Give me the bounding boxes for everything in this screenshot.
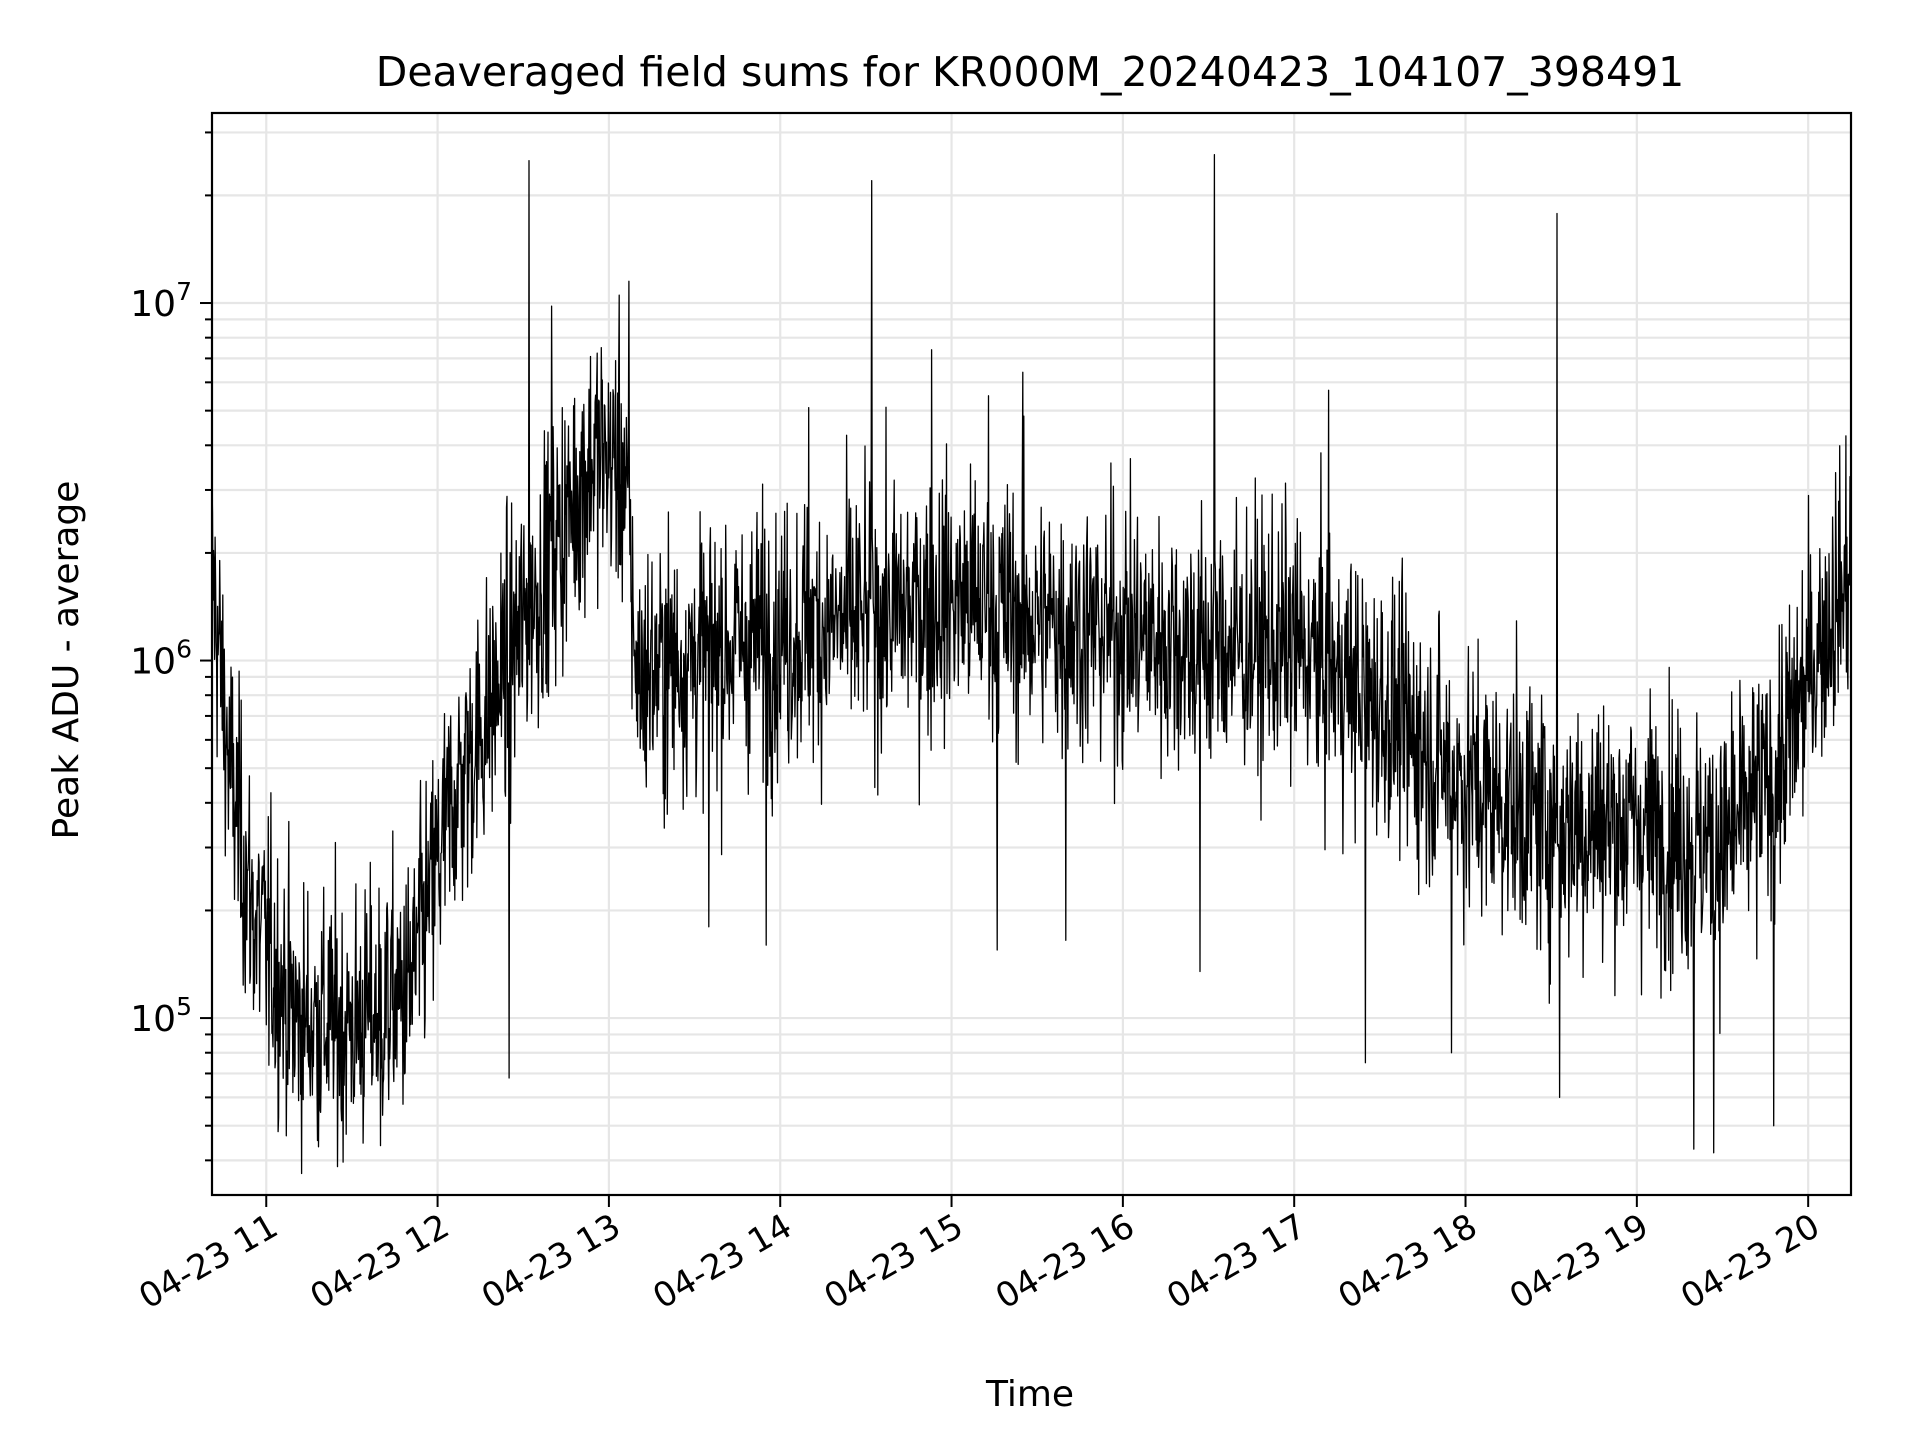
y-axis-label: Peak ADU - average [46, 481, 87, 840]
x-axis-label: Time [985, 1374, 1074, 1415]
plot-frame [210, 111, 1853, 1197]
y-tick-label: 106 [130, 635, 192, 683]
y-axis: 105 106 107 [130, 131, 212, 1162]
series-layer [211, 154, 1852, 1175]
series-line [211, 154, 1852, 1175]
chart-title: Deaveraged field sums for KR000M_2024042… [376, 48, 1685, 96]
y-tick-label: 107 [130, 277, 192, 325]
y-tick-label: 105 [130, 992, 192, 1040]
